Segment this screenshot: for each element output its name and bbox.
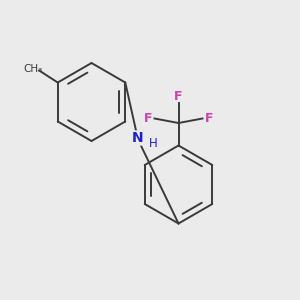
Text: F: F bbox=[205, 112, 213, 125]
Text: N: N bbox=[132, 131, 144, 145]
Text: H: H bbox=[149, 136, 158, 150]
Text: F: F bbox=[144, 112, 152, 125]
Text: F: F bbox=[174, 89, 183, 103]
Text: CH₃: CH₃ bbox=[23, 64, 42, 74]
